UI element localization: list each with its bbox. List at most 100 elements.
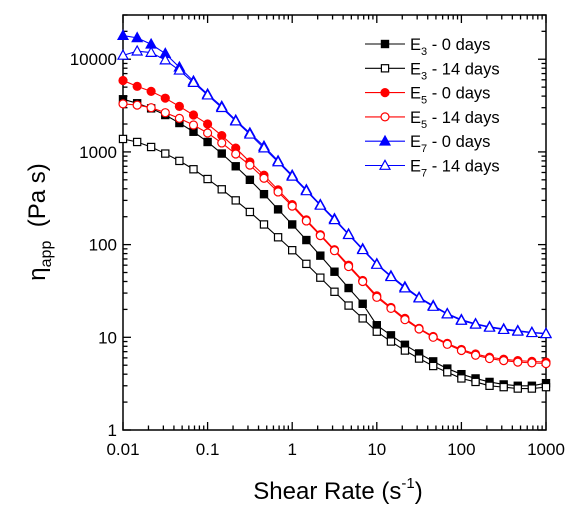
data-point bbox=[400, 315, 410, 325]
data-point bbox=[301, 216, 311, 226]
data-point bbox=[358, 276, 368, 287]
data-point bbox=[273, 205, 283, 214]
data-point bbox=[243, 127, 256, 139]
data-point bbox=[116, 29, 130, 40]
data-point bbox=[259, 220, 269, 229]
data-point bbox=[497, 323, 510, 335]
data-point bbox=[161, 149, 170, 158]
data-point bbox=[330, 267, 339, 276]
plot-frame bbox=[122, 14, 547, 431]
data-point bbox=[160, 108, 170, 118]
x-axis-title: Shear Rate (s-1) bbox=[253, 475, 422, 505]
data-point bbox=[483, 320, 496, 332]
data-point bbox=[342, 228, 355, 240]
y-axis-title: ηapp (Pa s) bbox=[24, 163, 55, 280]
legend-marker bbox=[378, 134, 392, 146]
data-point bbox=[513, 384, 522, 393]
data-point bbox=[217, 138, 227, 148]
data-point bbox=[344, 301, 353, 310]
data-point bbox=[286, 169, 299, 181]
data-point bbox=[272, 155, 285, 167]
legend-item: E3 - 0 days bbox=[365, 36, 490, 58]
data-point bbox=[471, 377, 480, 387]
series-6 bbox=[116, 44, 553, 339]
data-point bbox=[188, 110, 199, 120]
x-tick-label: 0.1 bbox=[196, 440, 220, 459]
legend-label: E5 - 0 days bbox=[410, 85, 490, 107]
data-point bbox=[231, 162, 240, 171]
data-point bbox=[457, 374, 466, 383]
data-point bbox=[358, 314, 367, 323]
series-2 bbox=[118, 134, 551, 393]
data-point bbox=[231, 149, 241, 159]
data-point bbox=[118, 134, 128, 144]
data-point bbox=[330, 287, 339, 296]
legend-item: E7 - 14 days bbox=[365, 158, 500, 180]
data-point bbox=[485, 381, 494, 390]
data-point bbox=[146, 142, 156, 152]
x-tick-label: 100 bbox=[447, 440, 475, 459]
x-tick-label: 1 bbox=[287, 440, 296, 459]
data-point bbox=[245, 175, 255, 185]
data-point bbox=[273, 233, 283, 242]
data-point bbox=[116, 48, 130, 60]
data-point bbox=[189, 165, 198, 174]
data-point bbox=[428, 332, 438, 342]
data-point bbox=[386, 303, 396, 314]
data-point bbox=[328, 213, 341, 225]
data-point bbox=[441, 307, 454, 319]
data-point bbox=[131, 31, 144, 43]
legend-label: E3 - 0 days bbox=[410, 36, 490, 58]
data-point bbox=[541, 382, 551, 392]
data-point bbox=[469, 317, 482, 329]
data-point bbox=[231, 196, 240, 205]
data-point bbox=[414, 324, 424, 334]
data-point bbox=[370, 258, 383, 269]
data-point bbox=[132, 81, 142, 91]
data-point bbox=[174, 113, 184, 123]
data-point bbox=[372, 292, 382, 302]
legend-item: E5 - 0 days bbox=[365, 85, 490, 107]
data-point bbox=[229, 114, 242, 126]
legend-label: E5 - 14 days bbox=[410, 109, 500, 131]
y-tick-label: 10000 bbox=[70, 50, 117, 69]
data-point bbox=[203, 128, 213, 138]
data-point bbox=[245, 160, 255, 170]
data-point bbox=[175, 156, 184, 166]
data-point bbox=[145, 46, 158, 57]
data-point bbox=[427, 300, 440, 311]
y-tick-label: 100 bbox=[89, 236, 117, 255]
data-point bbox=[511, 324, 524, 336]
data-point bbox=[356, 243, 369, 255]
data-point bbox=[470, 350, 481, 360]
legend-marker bbox=[380, 39, 390, 49]
data-point bbox=[456, 345, 466, 356]
y-tick-label: 10 bbox=[98, 328, 117, 347]
data-point bbox=[259, 173, 269, 183]
legend-label: E7 - 0 days bbox=[410, 133, 490, 155]
data-point bbox=[174, 101, 184, 111]
data-point bbox=[541, 359, 551, 369]
x-tick-label: 10 bbox=[367, 440, 386, 459]
data-point bbox=[400, 346, 410, 355]
data-point bbox=[316, 273, 325, 282]
data-point bbox=[398, 281, 411, 293]
x-tick-label: 1000 bbox=[527, 440, 565, 459]
data-point bbox=[525, 326, 538, 338]
legend-item: E7 - 0 days bbox=[365, 133, 490, 155]
y-axis-ticks: 1 10 100 1000 10000 bbox=[70, 14, 546, 440]
data-point bbox=[527, 384, 537, 393]
data-point bbox=[146, 86, 156, 96]
data-point bbox=[527, 358, 537, 368]
y-tick-label: 1 bbox=[108, 421, 117, 440]
data-point bbox=[428, 361, 438, 371]
data-point bbox=[160, 93, 170, 103]
legend-marker bbox=[380, 112, 390, 122]
data-point bbox=[245, 207, 255, 217]
data-point bbox=[132, 137, 142, 147]
legend-marker bbox=[380, 64, 390, 73]
data-point bbox=[343, 261, 354, 272]
data-point bbox=[159, 53, 172, 65]
